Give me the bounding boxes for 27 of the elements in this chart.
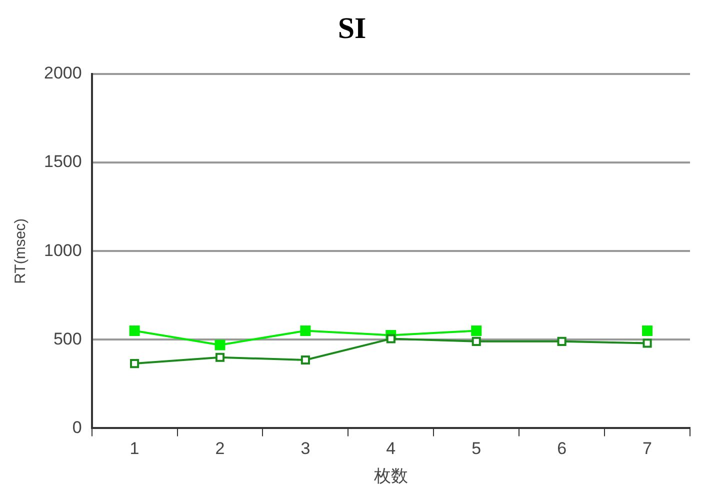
y-tick-label: 1000: [44, 240, 82, 260]
y-tick-label: 0: [72, 418, 82, 437]
point: [471, 326, 482, 336]
point: [214, 340, 226, 350]
x-tick-label: 6: [557, 439, 567, 458]
point: [130, 359, 140, 368]
x-tick-label: 7: [642, 439, 652, 458]
point: [300, 326, 311, 336]
y-tick-label: 2000: [44, 64, 82, 83]
x-tick-label: 3: [300, 439, 310, 458]
y-tick-label: 500: [53, 329, 82, 348]
y-tick-label: 1500: [44, 152, 82, 172]
point: [215, 352, 225, 362]
x-tick-label: 4: [386, 439, 396, 458]
point: [129, 326, 140, 336]
point: [557, 336, 566, 346]
point: [386, 334, 396, 344]
y-axis-title: RT(msec): [12, 218, 30, 284]
point: [472, 336, 481, 346]
point: [642, 338, 652, 348]
x-tick-label: 1: [130, 439, 140, 458]
x-tick-label: 5: [472, 439, 482, 458]
x-axis-title: 枚数: [372, 466, 408, 486]
point: [300, 355, 310, 365]
point: [642, 326, 653, 336]
x-tick-label: 2: [215, 439, 225, 458]
chart-title: SI: [338, 12, 366, 45]
